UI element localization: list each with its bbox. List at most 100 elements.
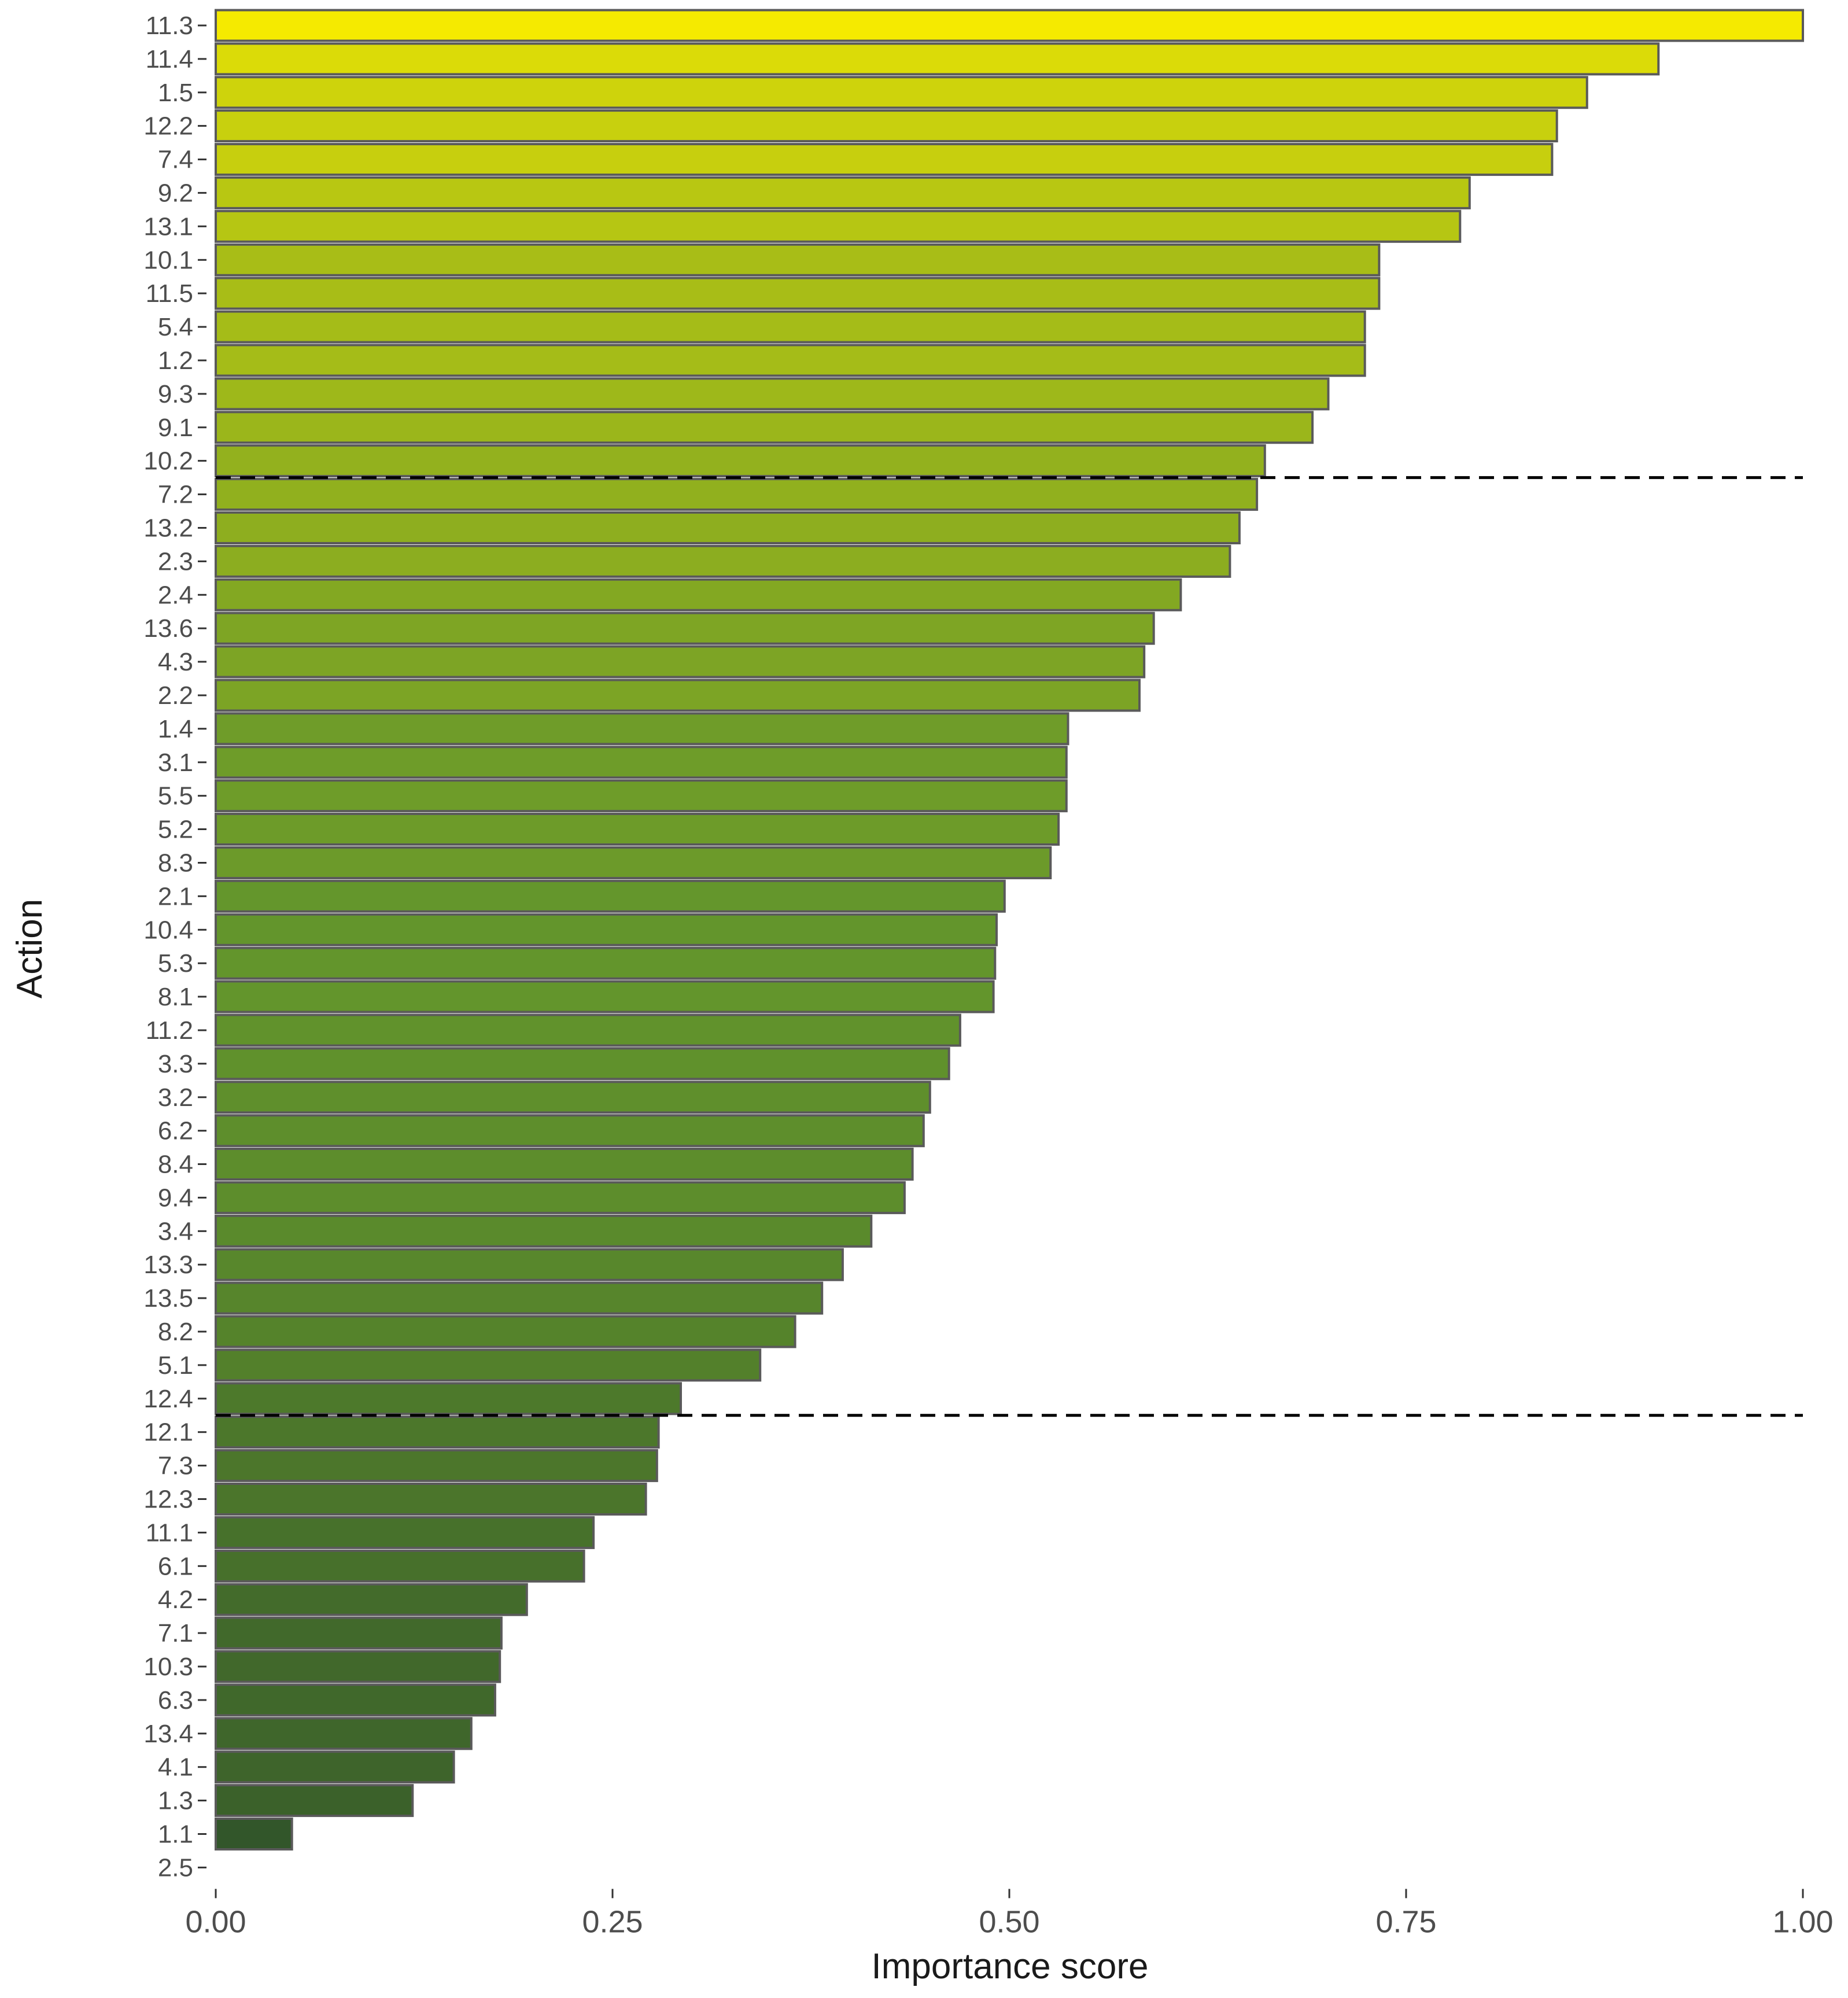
bar-9.4 xyxy=(215,1181,906,1214)
y-tick-label-6.1: 6.1 xyxy=(158,1552,193,1580)
bar-2.3 xyxy=(215,544,1231,578)
bar-5.2 xyxy=(215,813,1060,846)
y-axis-title: Action xyxy=(10,899,50,998)
bars-layer xyxy=(215,9,1804,1850)
bar-1.2 xyxy=(215,344,1366,377)
bar-2.2 xyxy=(215,679,1141,712)
y-tick-label-11.2: 11.2 xyxy=(146,1016,193,1045)
bar-4.1 xyxy=(215,1750,455,1784)
bar-5.1 xyxy=(215,1348,762,1382)
bar-2.4 xyxy=(215,578,1182,611)
y-tick-label-10.3: 10.3 xyxy=(143,1653,193,1681)
bar-3.3 xyxy=(215,1047,950,1081)
y-tick-label-13.4: 13.4 xyxy=(143,1720,193,1748)
y-tick-label-10.1: 10.1 xyxy=(143,246,193,274)
bar-6.2 xyxy=(215,1114,925,1148)
y-tick-label-9.1: 9.1 xyxy=(158,414,193,442)
y-tick-label-2.4: 2.4 xyxy=(158,581,193,609)
y-tick-label-10.4: 10.4 xyxy=(143,916,193,944)
y-tick-label-1.4: 1.4 xyxy=(158,715,193,743)
y-tick-label-12.1: 12.1 xyxy=(143,1418,193,1447)
y-tick-label-3.4: 3.4 xyxy=(158,1217,193,1245)
bar-3.4 xyxy=(215,1214,873,1248)
x-tick-label-0.50: 0.50 xyxy=(979,1904,1039,1939)
bar-7.1 xyxy=(215,1616,503,1650)
y-tick-label-2.5: 2.5 xyxy=(158,1853,193,1882)
bar-12.3 xyxy=(215,1483,647,1516)
bar-7.4 xyxy=(215,143,1554,176)
bar-1.1 xyxy=(215,1818,293,1850)
y-tick-label-5.5: 5.5 xyxy=(158,782,193,810)
y-tick-label-2.3: 2.3 xyxy=(158,547,193,576)
y-tick-label-6.2: 6.2 xyxy=(158,1117,193,1145)
y-tick-label-10.2: 10.2 xyxy=(143,447,193,475)
x-tick-label-1.00: 1.00 xyxy=(1772,1904,1833,1939)
y-tick-label-7.3: 7.3 xyxy=(158,1452,193,1480)
bar-11.1 xyxy=(215,1516,595,1549)
bar-5.4 xyxy=(215,310,1366,344)
y-tick-label-12.3: 12.3 xyxy=(143,1485,193,1514)
bar-8.4 xyxy=(215,1148,914,1181)
bar-13.2 xyxy=(215,511,1241,544)
y-tick-label-1.1: 1.1 xyxy=(158,1820,193,1849)
bar-5.3 xyxy=(215,946,997,980)
y-tick-label-3.3: 3.3 xyxy=(158,1050,193,1078)
y-tick-label-9.3: 9.3 xyxy=(158,380,193,408)
bar-9.1 xyxy=(215,411,1314,444)
bar-10.4 xyxy=(215,913,998,946)
y-tick-label-5.4: 5.4 xyxy=(158,313,193,341)
x-tick-label-0.75: 0.75 xyxy=(1375,1904,1436,1939)
bar-7.2 xyxy=(215,478,1259,511)
bar-13.1 xyxy=(215,209,1462,243)
y-tick-label-3.2: 3.2 xyxy=(158,1083,193,1112)
bar-12.1 xyxy=(215,1415,660,1449)
y-tick-label-9.4: 9.4 xyxy=(158,1184,193,1212)
y-tick-label-12.4: 12.4 xyxy=(143,1385,193,1413)
y-tick-label-4.3: 4.3 xyxy=(158,648,193,676)
bar-10.1 xyxy=(215,243,1381,277)
y-tick-label-1.5: 1.5 xyxy=(158,79,193,107)
y-tick-label-4.1: 4.1 xyxy=(158,1753,193,1782)
bar-8.3 xyxy=(215,846,1052,879)
y-tick-label-2.2: 2.2 xyxy=(158,681,193,710)
y-tick-label-1.2: 1.2 xyxy=(158,346,193,375)
bar-13.4 xyxy=(215,1717,473,1750)
bar-10.3 xyxy=(215,1650,501,1683)
bar-3.2 xyxy=(215,1081,931,1114)
bar-9.2 xyxy=(215,176,1471,209)
bar-6.3 xyxy=(215,1683,496,1717)
y-tick-label-8.1: 8.1 xyxy=(158,983,193,1011)
y-tick-label-11.1: 11.1 xyxy=(146,1518,193,1547)
y-tick-label-5.3: 5.3 xyxy=(158,949,193,978)
bar-1.4 xyxy=(215,712,1069,746)
y-tick-label-1.3: 1.3 xyxy=(158,1787,193,1815)
y-tick-label-13.1: 13.1 xyxy=(143,212,193,241)
bar-1.3 xyxy=(215,1784,414,1818)
y-tick-label-11.3: 11.3 xyxy=(146,12,193,40)
y-tick-label-9.2: 9.2 xyxy=(158,179,193,207)
x-tick-label-0.25: 0.25 xyxy=(582,1904,643,1939)
bar-4.2 xyxy=(215,1583,528,1616)
y-tick-label-11.4: 11.4 xyxy=(146,45,193,73)
bar-13.5 xyxy=(215,1281,824,1315)
y-tick-label-12.2: 12.2 xyxy=(143,112,193,141)
x-axis: 0.00 0.25 0.50 0.75 1.00 xyxy=(185,1889,1834,1939)
bar-11.2 xyxy=(215,1013,961,1047)
x-axis-title: Importance score xyxy=(872,1947,1149,1986)
reference-lines-layer xyxy=(216,476,1803,1417)
y-tick-label-7.1: 7.1 xyxy=(158,1619,193,1647)
bar-11.4 xyxy=(215,42,1660,76)
bar-5.5 xyxy=(215,779,1068,813)
y-tick-label-13.3: 13.3 xyxy=(143,1251,193,1279)
bar-2.1 xyxy=(215,879,1006,913)
y-tick-label-8.3: 8.3 xyxy=(158,849,193,878)
bar-9.3 xyxy=(215,377,1330,411)
y-tick-label-5.2: 5.2 xyxy=(158,816,193,844)
y-tick-label-8.2: 8.2 xyxy=(158,1318,193,1346)
bar-3.1 xyxy=(215,746,1068,779)
bar-7.3 xyxy=(215,1449,658,1483)
bar-11.3 xyxy=(215,9,1804,42)
y-tick-label-5.1: 5.1 xyxy=(158,1351,193,1380)
